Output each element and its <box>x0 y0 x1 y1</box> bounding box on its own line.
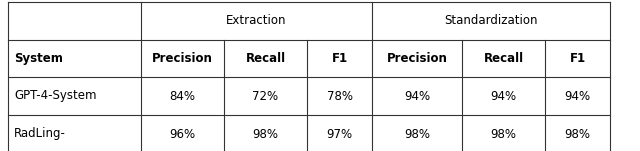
Text: GPT-4-System: GPT-4-System <box>14 90 97 103</box>
Text: 72%: 72% <box>252 90 278 103</box>
Text: Extraction: Extraction <box>227 14 287 27</box>
Text: 98%: 98% <box>404 127 430 140</box>
Text: Recall: Recall <box>483 52 524 65</box>
Text: Precision: Precision <box>387 52 447 65</box>
Text: Standardization: Standardization <box>444 14 538 27</box>
Text: 98%: 98% <box>253 127 278 140</box>
Text: 78%: 78% <box>326 90 353 103</box>
Text: 97%: 97% <box>326 127 353 140</box>
Text: F1: F1 <box>332 52 348 65</box>
Text: Precision: Precision <box>152 52 213 65</box>
Text: 94%: 94% <box>564 90 591 103</box>
Text: Recall: Recall <box>245 52 285 65</box>
Text: 96%: 96% <box>170 127 196 140</box>
Text: 98%: 98% <box>564 127 591 140</box>
Text: RadLing-: RadLing- <box>14 127 66 140</box>
Text: 94%: 94% <box>404 90 430 103</box>
Text: 98%: 98% <box>490 127 516 140</box>
Text: System: System <box>14 52 63 65</box>
Text: 84%: 84% <box>170 90 195 103</box>
Text: 94%: 94% <box>490 90 516 103</box>
Text: F1: F1 <box>570 52 586 65</box>
